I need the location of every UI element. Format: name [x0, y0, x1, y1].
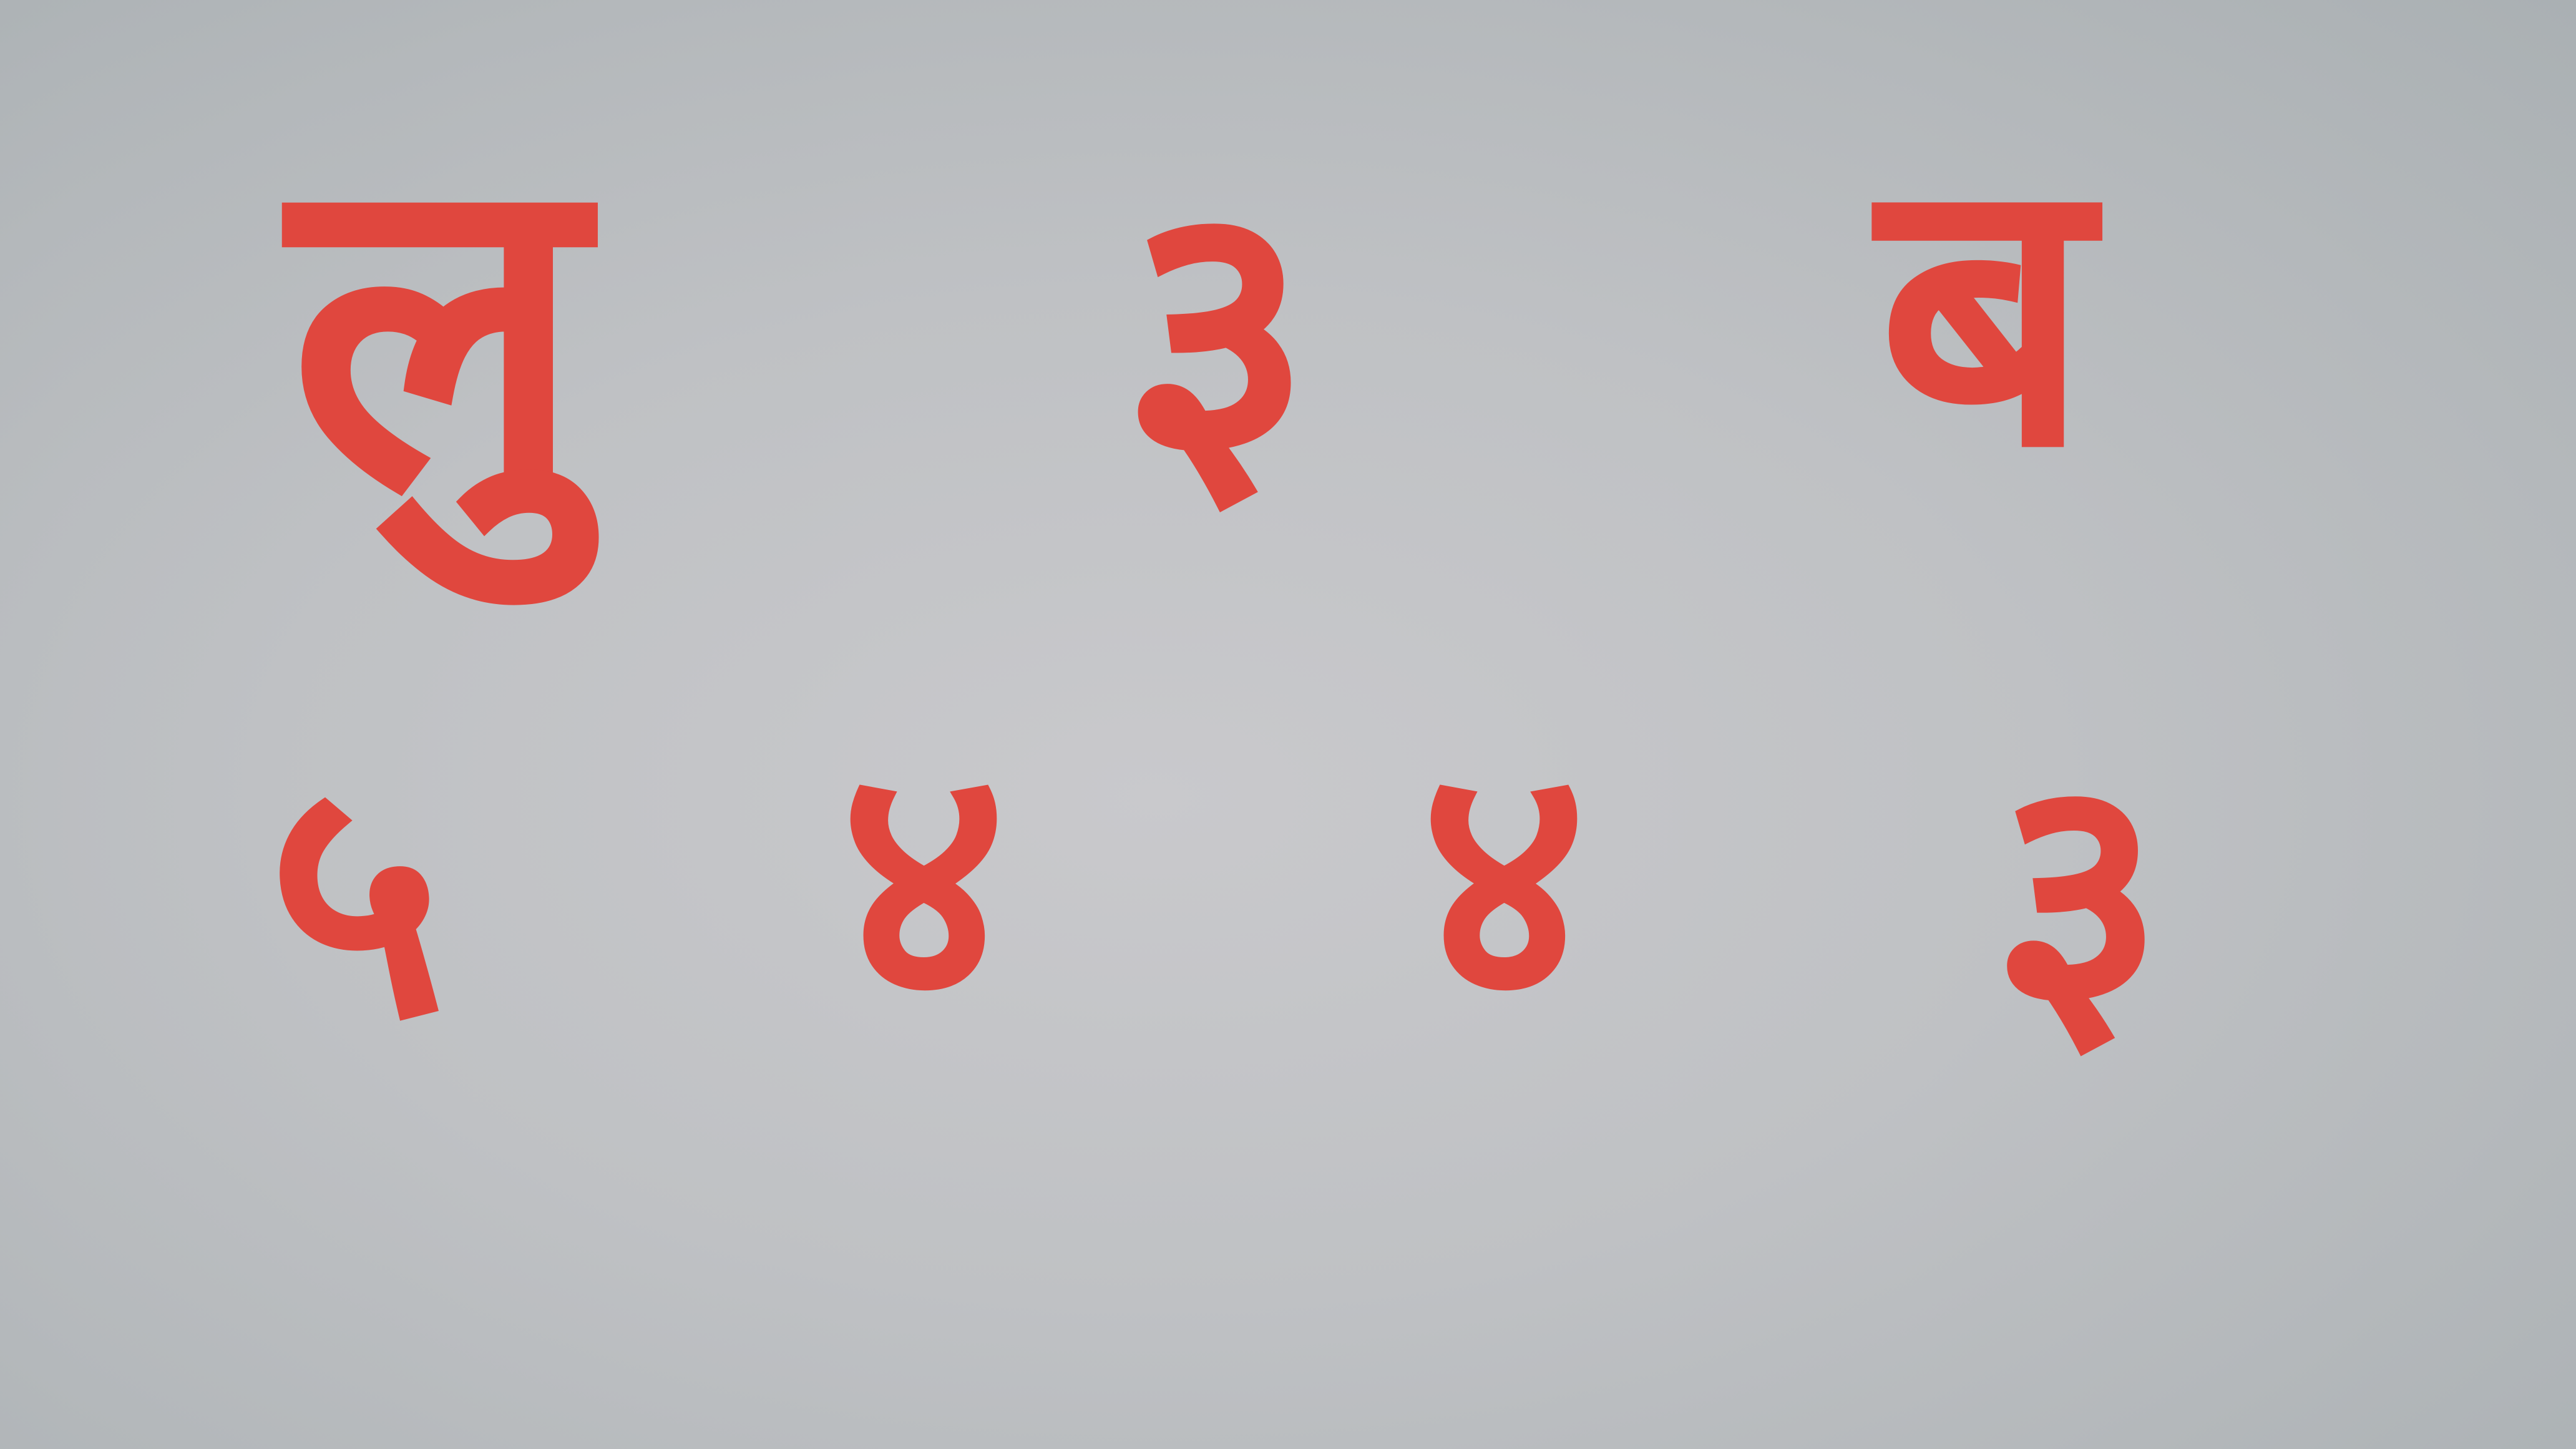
- bottom-row: ५ ४ ४ ३: [0, 691, 2576, 1154]
- glyph-four-second: ४: [1419, 691, 1589, 1069]
- glyph-three-top: ३: [1120, 119, 1314, 555]
- top-row: लु ३ ब: [0, 112, 2576, 674]
- glyph-five: ५: [258, 698, 454, 1099]
- glyph-ba: ब: [1877, 94, 2092, 530]
- glyph-four-first: ४: [839, 691, 1008, 1069]
- glyph-three-bottom: ३: [1990, 703, 2166, 1095]
- glyph-lu: लु: [288, 76, 585, 585]
